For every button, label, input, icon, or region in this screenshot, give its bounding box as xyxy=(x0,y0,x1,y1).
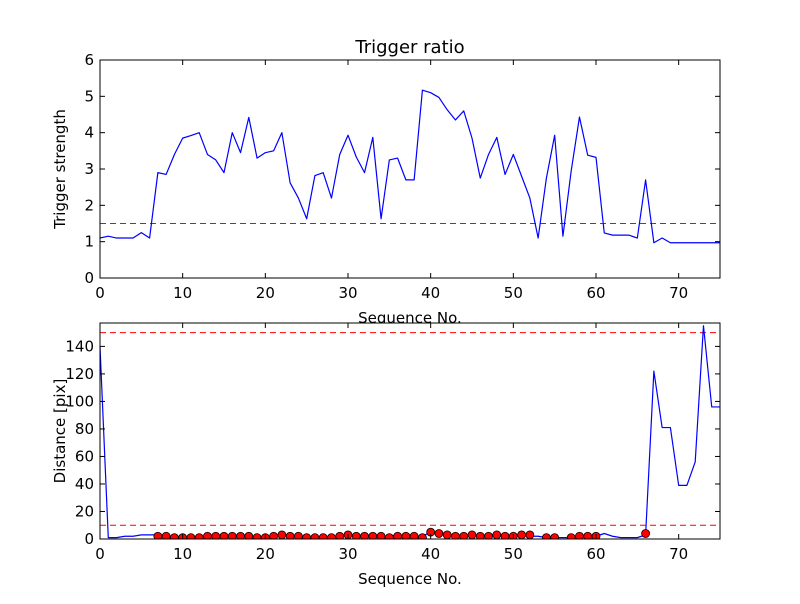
data-point xyxy=(161,531,171,539)
x-tick-label: 60 xyxy=(586,284,605,302)
data-point xyxy=(244,531,254,539)
bottom-plot-area xyxy=(100,323,720,539)
data-point xyxy=(327,533,336,539)
x-tick-label: 50 xyxy=(504,284,523,302)
data-point xyxy=(409,531,419,539)
bottom-axis-ticks: 0 10 20 30 40 50 60 70 0 20 40 60 80 100 120 140 xyxy=(65,323,720,563)
y-tick-label: 80 xyxy=(75,420,94,438)
top-plot-frame xyxy=(99,59,721,279)
x-tick-label: 30 xyxy=(338,545,357,563)
y-tick-label: 1 xyxy=(84,233,94,251)
bottom-axes: 0 10 20 30 40 50 60 70 0 20 40 60 80 100 120 140 Sequen… xyxy=(51,322,721,588)
x-tick-label: 0 xyxy=(95,545,105,563)
top-plot-area xyxy=(100,60,720,278)
y-tick-label: 0 xyxy=(84,530,94,548)
data-point xyxy=(442,530,452,539)
y-tick-label: 120 xyxy=(65,365,94,383)
y-tick-label: 0 xyxy=(84,269,94,287)
data-point xyxy=(294,531,303,539)
data-point xyxy=(459,531,469,539)
y-tick-label: 4 xyxy=(84,124,94,142)
data-point xyxy=(277,530,287,539)
x-tick-label: 70 xyxy=(669,545,688,563)
data-point xyxy=(418,533,427,539)
top-axis-ticks: 0 10 20 30 40 50 60 70 0 1 2 3 4 5 6 xyxy=(84,51,720,302)
x-tick-label: 50 xyxy=(504,545,523,563)
x-tick-label: 40 xyxy=(421,545,440,563)
data-point xyxy=(434,529,444,538)
y-tick-label: 3 xyxy=(84,160,94,178)
y-tick-label: 5 xyxy=(84,87,94,105)
data-point xyxy=(641,529,650,538)
data-point xyxy=(376,531,386,539)
y-tick-label: 140 xyxy=(65,337,94,355)
data-point xyxy=(550,533,560,539)
y-tick-label: 40 xyxy=(75,475,94,493)
data-point xyxy=(269,531,278,539)
data-point xyxy=(467,530,477,539)
top-y-axis-label: Trigger strength xyxy=(51,109,69,230)
x-tick-label: 60 xyxy=(586,545,605,563)
data-point xyxy=(517,530,526,539)
top-chart-title: Trigger ratio xyxy=(354,37,464,58)
data-point xyxy=(194,533,204,539)
y-tick-label: 20 xyxy=(75,502,94,520)
data-point xyxy=(484,531,493,539)
bottom-plot-frame xyxy=(99,322,721,540)
x-tick-label: 30 xyxy=(338,284,357,302)
x-tick-label: 20 xyxy=(256,284,275,302)
bottom-y-axis-label: Distance [pix] xyxy=(51,379,69,484)
y-tick-label: 100 xyxy=(65,392,94,410)
data-point xyxy=(492,530,502,539)
x-tick-label: 70 xyxy=(669,284,688,302)
x-tick-label: 10 xyxy=(173,284,192,302)
x-tick-label: 10 xyxy=(173,545,192,563)
data-point xyxy=(384,533,394,539)
y-tick-label: 2 xyxy=(84,196,94,214)
data-point xyxy=(525,530,535,539)
data-point xyxy=(335,531,345,539)
x-tick-label: 20 xyxy=(256,545,275,563)
y-tick-label: 6 xyxy=(84,51,94,69)
y-tick-label: 60 xyxy=(75,447,94,465)
data-point xyxy=(566,533,576,539)
x-tick-label: 0 xyxy=(95,284,105,302)
series-line xyxy=(100,89,720,244)
bottom-x-axis-label: Sequence No. xyxy=(358,570,462,588)
x-tick-label: 40 xyxy=(421,284,440,302)
